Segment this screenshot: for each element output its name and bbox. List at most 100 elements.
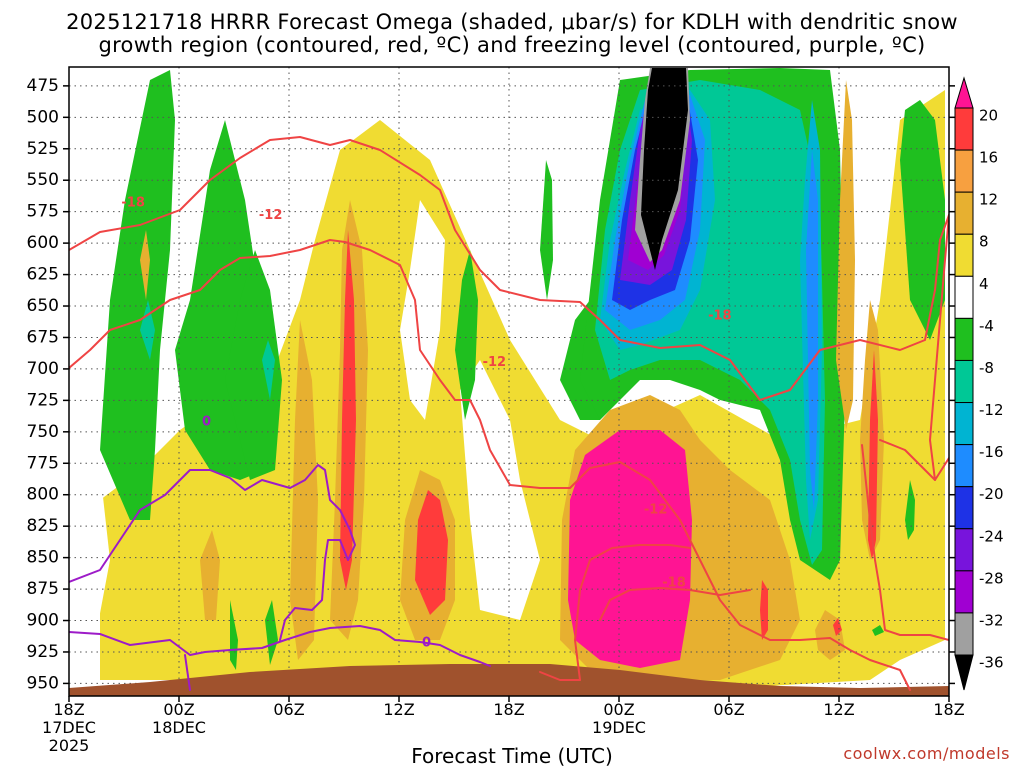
green-column <box>265 600 278 665</box>
contour-minus-12-inner2 <box>539 671 581 681</box>
y-tick-label: 750 <box>27 422 59 442</box>
contour-minus-12-upper <box>69 239 911 691</box>
y-tick-label: 525 <box>27 139 59 159</box>
y-tick-label: 850 <box>27 548 59 568</box>
x-tick-date-label: 19DEC <box>592 718 646 737</box>
colorbar-swatch <box>954 570 974 614</box>
y-tick-label: 875 <box>27 579 59 599</box>
y-tick-label: 900 <box>27 611 59 631</box>
green-column <box>872 625 884 636</box>
contour-minus-12-inner <box>574 544 691 681</box>
colorbar-label: 20 <box>979 107 998 125</box>
x-tick-date-label: 17DEC <box>42 718 96 737</box>
green-column <box>900 100 945 340</box>
y-tick-label: 700 <box>27 359 59 379</box>
omega-shading <box>70 68 945 690</box>
contour-label: -18 <box>662 575 686 590</box>
y-tick-label: 725 <box>27 390 59 410</box>
x-tick-label: 12Z <box>383 700 414 719</box>
colorbar-swatch <box>954 612 974 656</box>
contour-label: -18 <box>121 195 145 210</box>
orange-column <box>290 320 318 660</box>
white-gap <box>400 200 445 420</box>
site-credit: coolwx.com/models <box>843 744 1010 763</box>
colorbar-label: 16 <box>979 149 998 167</box>
colorbar-label: -20 <box>979 485 1004 503</box>
colorbar-label: 4 <box>979 275 989 293</box>
contour-label: -18 <box>708 309 732 324</box>
blue-core <box>806 150 818 510</box>
colorbar-label: -32 <box>979 611 1004 629</box>
colorbar-label: 8 <box>979 233 989 251</box>
x-tick-label: 18Z <box>493 700 524 719</box>
green-column <box>455 250 478 420</box>
y-tick-label: 925 <box>27 642 59 662</box>
temperature-contours <box>69 136 949 691</box>
red-core <box>868 350 878 560</box>
contour-minus-18-upper <box>69 136 949 401</box>
x-tick-label: 18Z <box>933 700 964 719</box>
y-tick-label: 950 <box>27 673 59 693</box>
colorbar-label: -28 <box>979 569 1004 587</box>
y-tick-label: 550 <box>27 170 59 190</box>
contour-label: 0 <box>422 636 431 651</box>
colorbar-label: -36 <box>979 654 1004 672</box>
teal-core <box>140 300 155 360</box>
contour-label: -12 <box>644 502 668 517</box>
colorbar-label: -8 <box>979 359 994 377</box>
y-tick-label: 775 <box>27 453 59 473</box>
red-core <box>833 618 842 636</box>
x-tick-date-label: 18DEC <box>152 718 206 737</box>
colorbar-label: -16 <box>979 443 1004 461</box>
x-tick-label: 06Z <box>713 700 744 719</box>
colorbar-legend: 20 16 12 8 4 -4 -8 -12 -16 -20 -24 -28 -32 -36 <box>954 76 1004 691</box>
x-tick-label: 00Z <box>163 700 194 719</box>
colorbar-label: 12 <box>979 191 998 209</box>
y-axis-ticks: 475 500 525 550 575 600 625 650 675 700 725 750 775 8… <box>27 76 955 693</box>
y-tick-label: 650 <box>27 296 59 316</box>
contour-minus-18-inner <box>599 587 751 621</box>
green-column <box>540 160 553 300</box>
terrain-fill <box>69 664 949 696</box>
colorbar-label: -4 <box>979 317 994 335</box>
x-tick-year-label: 2025 <box>49 736 90 755</box>
y-tick-label: 800 <box>27 485 59 505</box>
terrain-surface <box>69 664 949 696</box>
black-core <box>641 68 688 270</box>
colorbar-swatch <box>954 275 974 319</box>
colorbar-swatch <box>954 233 974 277</box>
x-tick-label: 12Z <box>823 700 854 719</box>
y-tick-label: 575 <box>27 202 59 222</box>
colorbar-swatch <box>954 486 974 530</box>
contour-label: -12 <box>483 355 507 370</box>
teal-core <box>262 340 275 400</box>
colorbar-swatch <box>954 359 974 404</box>
contour-freezing-stub <box>184 654 191 691</box>
red-core <box>760 580 768 640</box>
colorbar-swatch <box>954 528 974 572</box>
y-tick-label: 825 <box>27 516 59 536</box>
contour-minus-12-lower2 <box>861 444 949 641</box>
chart-title-line-2: growth region (contoured, red, ºC) and f… <box>98 33 926 57</box>
orange-column <box>140 230 150 300</box>
x-tick-label: 00Z <box>603 700 634 719</box>
colorbar-bottom-arrow <box>954 654 974 691</box>
green-column <box>225 250 282 480</box>
green-column <box>100 70 175 520</box>
chart-title-line-1: 2025121718 HRRR Forecast Omega (shaded, … <box>66 10 958 34</box>
colorbar-label: -12 <box>979 401 1004 419</box>
white-gap <box>460 360 540 620</box>
green-column <box>230 600 238 670</box>
y-tick-label: 475 <box>27 76 59 96</box>
white-gap <box>70 460 110 680</box>
x-tick-label: 18Z <box>53 700 84 719</box>
colorbar-swatch <box>954 191 974 235</box>
contour-minus-12-lower <box>879 439 936 481</box>
colorbar-swatch <box>954 317 974 361</box>
contour-labels: -18 -12 -18 -12 -12 -18 0 0 <box>121 195 731 650</box>
x-axis-label: Forecast Time (UTC) <box>411 744 613 768</box>
orange-column <box>200 530 220 620</box>
contour-freezing-lower <box>69 625 491 667</box>
y-tick-label: 625 <box>27 265 59 285</box>
